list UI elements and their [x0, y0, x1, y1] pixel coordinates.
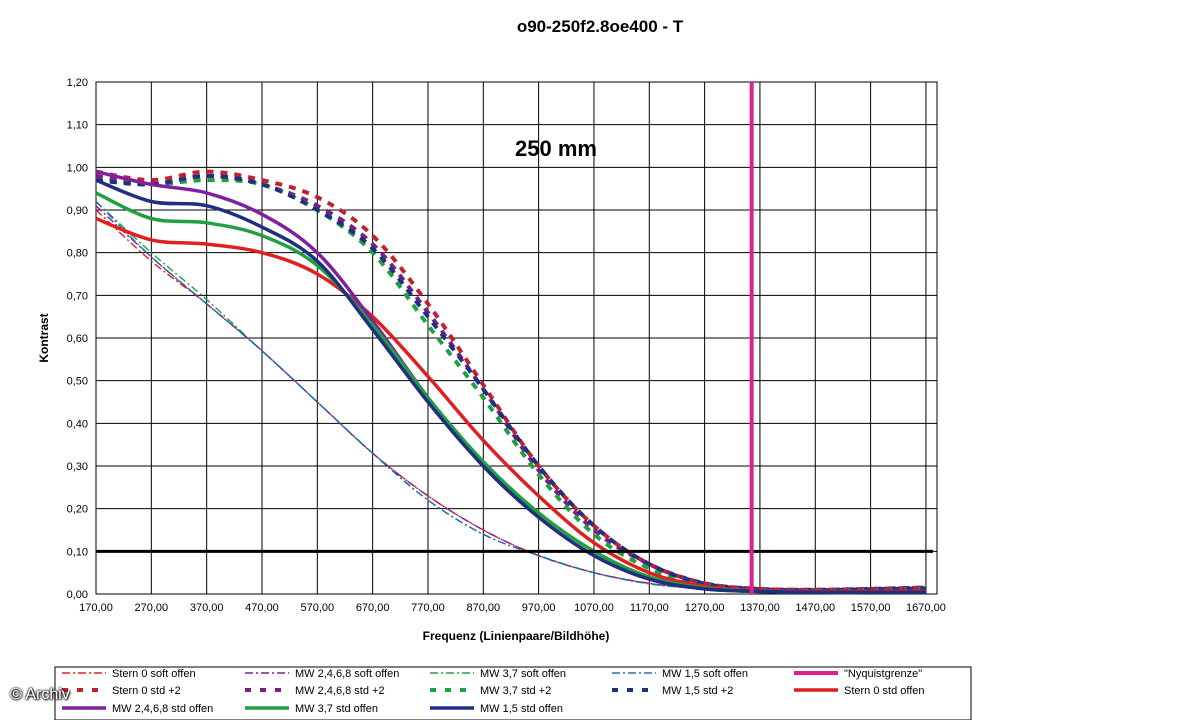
x-tick-label: 1170,00: [630, 602, 669, 614]
y-tick-label: 0,90: [67, 205, 88, 217]
y-tick-label: 1,00: [67, 162, 88, 174]
y-tick-label: 0,80: [67, 248, 88, 260]
y-tick-label: 0,40: [67, 418, 88, 430]
x-tick-label: 1570,00: [851, 602, 891, 614]
legend-label-12: MW 1,5 std offen: [480, 703, 563, 715]
legend-label-4: "Nyquistgrenze": [844, 668, 922, 680]
legend-label-10: MW 2,4,6,8 std offen: [112, 703, 213, 715]
x-tick-label: 170,00: [79, 602, 113, 614]
y-tick-label: 0,30: [67, 461, 88, 473]
legend-label-1: MW 2,4,6,8 soft offen: [295, 668, 399, 680]
y-axis-label: Kontrast: [37, 313, 51, 362]
x-tick-label: 1670,00: [906, 602, 946, 614]
legend-box: [54, 666, 972, 721]
chart-annotation: 250 mm: [515, 136, 597, 161]
series-line-0: [95, 209, 926, 594]
legend-label-6: MW 2,4,6,8 std +2: [295, 685, 385, 697]
x-axis-label: Frequenz (Linienpaare/Bildhöhe): [423, 629, 610, 643]
x-tick-label: 370,00: [190, 602, 224, 614]
series-line-7: [95, 178, 926, 593]
legend-label-7: MW 3,7 std +2: [480, 685, 551, 697]
series-line-12: [95, 178, 926, 595]
x-tick-label: 1370,00: [740, 602, 780, 614]
x-tick-label: 970,00: [522, 602, 556, 614]
watermark-text: © Archiv: [10, 686, 70, 703]
y-tick-label: 1,20: [67, 77, 88, 89]
legend-label-9: Stern 0 std offen: [844, 685, 925, 697]
x-tick-label: 1070,00: [574, 602, 614, 614]
x-tick-label: 1470,00: [795, 602, 835, 614]
y-tick-label: 0,10: [67, 546, 88, 558]
legend-label-8: MW 1,5 std +2: [662, 685, 733, 697]
y-tick-label: 0,50: [67, 376, 88, 388]
y-tick-label: 0,60: [67, 333, 88, 345]
x-tick-label: 770,00: [411, 602, 445, 614]
x-tick-label: 670,00: [356, 602, 390, 614]
y-tick-label: 0,70: [67, 290, 88, 302]
chart-title: o90-250f2.8oe400 - T: [517, 17, 684, 36]
legend-label-3: MW 1,5 soft offen: [662, 668, 748, 680]
legend-label-0: Stern 0 soft offen: [112, 668, 196, 680]
legend-label-11: MW 3,7 std offen: [295, 703, 378, 715]
legend-label-5: Stern 0 std +2: [112, 685, 181, 697]
x-tick-label: 570,00: [300, 602, 334, 614]
y-tick-label: 0,00: [67, 589, 88, 601]
legend-label-2: MW 3,7 soft offen: [480, 668, 566, 680]
x-tick-label: 1270,00: [685, 602, 725, 614]
x-tick-label: 270,00: [135, 602, 169, 614]
x-tick-label: 470,00: [245, 602, 279, 614]
y-tick-label: 0,20: [67, 504, 88, 516]
x-tick-label: 870,00: [466, 602, 500, 614]
y-tick-label: 1,10: [67, 120, 88, 132]
